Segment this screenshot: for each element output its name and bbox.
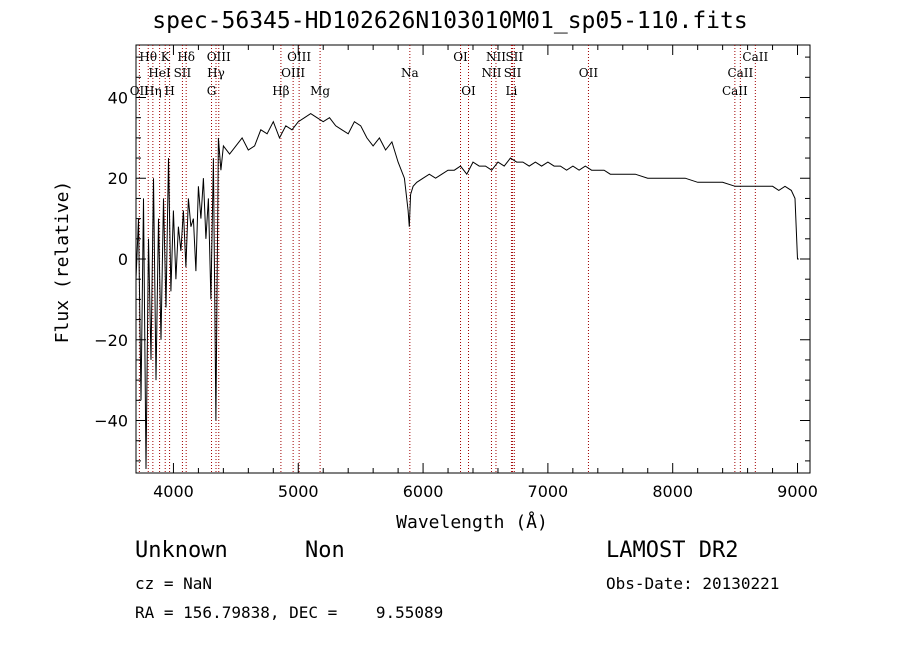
line-label-18: NII	[481, 66, 501, 80]
x-tick-label: 5000	[278, 482, 319, 501]
spectrum-line	[135, 113, 799, 470]
y-tick-label: −40	[94, 412, 128, 431]
line-label-11: Hβ	[272, 84, 289, 98]
y-axis-ticks: −40 −20 0 20 40	[94, 56, 810, 462]
ra-dec-coordinates: RA = 156.79838, DEC = 9.55089	[135, 603, 444, 622]
y-tick-label: 40	[108, 88, 128, 107]
observation-date: Obs-Date: 20130221	[606, 574, 780, 593]
spectral-line-markers	[138, 45, 756, 473]
line-label-13: OIII	[287, 50, 311, 64]
object-class: Unknown	[135, 538, 228, 563]
y-tick-label: 20	[108, 169, 128, 188]
line-label-17: OI	[461, 84, 476, 98]
object-subclass: Non	[305, 538, 345, 563]
line-label-4: K	[161, 50, 171, 64]
x-axis-label: Wavelength (Å)	[396, 511, 548, 533]
line-label-9: Hγ	[207, 66, 225, 80]
y-tick-label: 0	[118, 250, 128, 269]
x-axis-ticks: 4000 5000 6000 7000 8000 9000	[153, 45, 818, 501]
line-label-7: Hδ	[177, 50, 195, 64]
line-label-19: NII	[486, 50, 506, 64]
line-label-12: OIII	[281, 66, 305, 80]
x-tick-label: 6000	[403, 482, 444, 501]
line-label-1: Hθ	[139, 50, 157, 64]
line-label-2: Hη	[144, 84, 162, 98]
line-label-16: OI	[453, 50, 468, 64]
line-label-5: H	[164, 84, 174, 98]
line-label-8: G	[207, 84, 217, 98]
x-tick-label: 9000	[777, 482, 818, 501]
line-label-3: HeI	[148, 66, 171, 80]
line-label-14: Mg	[310, 84, 330, 98]
y-tick-label: −20	[94, 331, 128, 350]
line-label-0: OII	[130, 84, 150, 98]
x-tick-label: 7000	[528, 482, 569, 501]
line-label-22: SII	[505, 50, 523, 64]
x-tick-label: 8000	[652, 482, 693, 501]
line-label-21: SII	[504, 66, 522, 80]
line-label-23: OII	[579, 66, 599, 80]
plot-border	[135, 44, 811, 474]
y-axis-label: Flux (relative)	[52, 181, 73, 344]
x-tick-label: 4000	[153, 482, 194, 501]
survey-name: LAMOST DR2	[606, 538, 739, 563]
line-label-6: SII	[174, 66, 192, 80]
line-label-25: CaII	[727, 66, 753, 80]
redshift-text: cz = NaN	[135, 574, 213, 593]
chart-title: spec-56345-HD102626N103010M01_sp05-110.f…	[152, 8, 748, 34]
line-label-24: CaII	[722, 84, 748, 98]
line-label-26: CaII	[742, 50, 768, 64]
line-label-10: OIII	[207, 50, 231, 64]
plot-frame	[135, 44, 811, 474]
spectral-line-labels: OIIHθHηHeIKHSIIHδGHγOIIIHβOIIIOIIIMgNaOI…	[130, 50, 769, 98]
line-label-20: Li	[506, 84, 518, 98]
line-label-15: Na	[401, 66, 419, 80]
